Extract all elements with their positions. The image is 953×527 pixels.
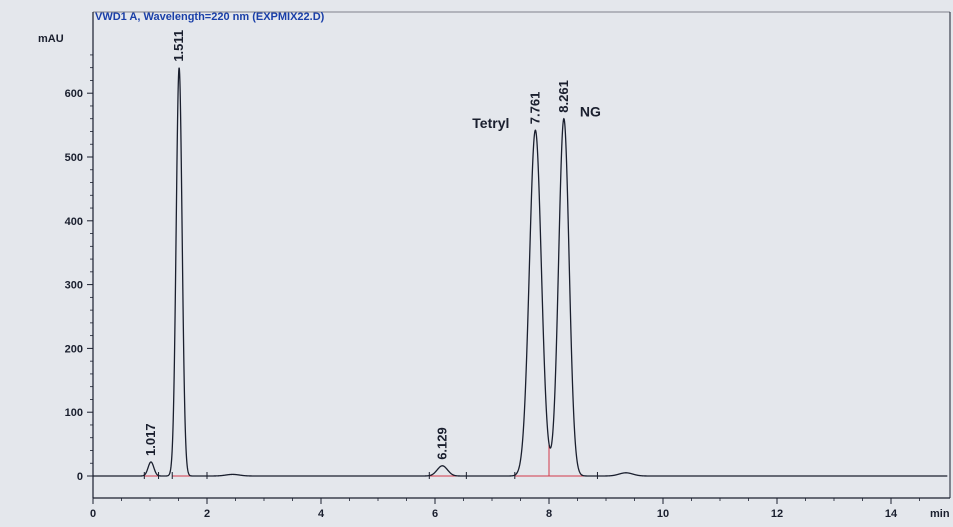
x-tick-label: 4 — [318, 508, 325, 520]
peak-retention-label: 1.511 — [171, 30, 186, 62]
peak-retention-label: 8.261 — [556, 80, 571, 113]
y-axis-unit-label: mAU — [38, 33, 64, 45]
x-tick-label: 6 — [432, 508, 438, 520]
peak-retention-label: 1.017 — [143, 423, 158, 456]
x-tick-label: 8 — [546, 508, 552, 520]
y-tick-label: 100 — [65, 407, 83, 419]
x-axis: 0 2 4 6 8 10 12 14 — [90, 498, 920, 520]
x-axis-unit-label: min — [930, 508, 950, 520]
y-tick-label: 500 — [65, 152, 83, 164]
peak-compound-label: Tetryl — [472, 115, 509, 131]
y-axis: 0 100 200 300 400 500 600 — [65, 54, 93, 483]
signal-trace — [93, 67, 948, 477]
y-tick-label: 0 — [77, 471, 83, 483]
peak-labels: 1.017 1.511 6.129 7.761 Tetryl 8.261 NG — [143, 30, 601, 460]
x-tick-label: 10 — [657, 508, 669, 520]
x-tick-label: 0 — [90, 508, 96, 520]
peak-retention-label: 7.761 — [527, 92, 542, 125]
x-tick-label: 2 — [204, 508, 210, 520]
y-tick-label: 600 — [65, 88, 83, 100]
y-tick-label: 400 — [65, 216, 83, 228]
peak-retention-label: 6.129 — [434, 427, 449, 460]
peak-compound-label: NG — [580, 104, 601, 120]
chart-title: VWD1 A, Wavelength=220 nm (EXPMIX22.D) — [95, 11, 325, 23]
x-tick-label: 12 — [771, 508, 783, 520]
y-tick-label: 200 — [65, 343, 83, 355]
x-tick-label: 14 — [885, 508, 898, 520]
signal-trace-layer — [93, 67, 948, 477]
y-tick-label: 300 — [65, 280, 83, 292]
